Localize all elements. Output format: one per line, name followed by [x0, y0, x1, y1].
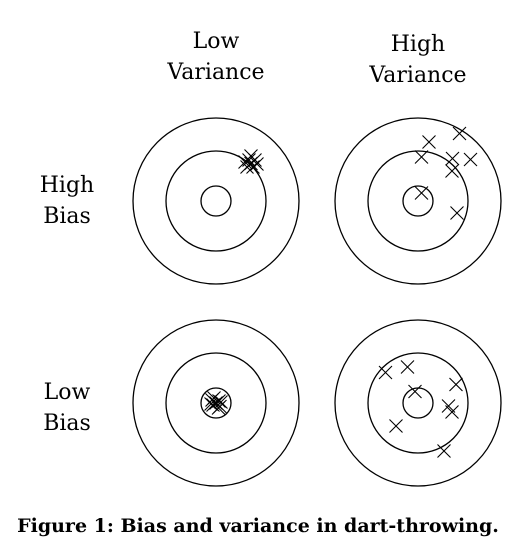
row-label-low-bias-line2: Bias: [43, 411, 91, 436]
dart-mark: [422, 135, 436, 149]
bullseye: [200, 185, 232, 217]
dart-mark: [463, 152, 478, 167]
target-high-bias-low-variance: [132, 117, 300, 285]
bullseye: [200, 387, 232, 419]
column-label-low-variance-line1: Low: [193, 29, 240, 54]
dart-mark: [437, 444, 451, 458]
outer-ring: [334, 319, 502, 487]
outer-ring: [132, 117, 300, 285]
target-low-bias-high-variance: [334, 319, 502, 487]
target-low-bias-low-variance: [132, 319, 300, 487]
dart-mark: [204, 397, 218, 411]
dart-mark: [250, 157, 264, 171]
dart-layer: [238, 149, 264, 174]
dart-mark: [445, 151, 460, 166]
middle-ring: [165, 150, 267, 252]
dart-mark: [246, 160, 260, 174]
dart-layer: [378, 360, 463, 458]
dart-mark: [238, 155, 252, 169]
column-label-low-variance-line2: Variance: [166, 60, 264, 85]
dart-mark: [378, 365, 393, 380]
bullseye: [402, 185, 434, 217]
column-label-high-variance-line2: Variance: [368, 63, 466, 88]
target-high-bias-high-variance: [334, 117, 502, 285]
dart-mark: [414, 150, 429, 164]
row-label-low-bias-line1: Low: [44, 380, 91, 405]
outer-ring: [334, 117, 502, 285]
middle-ring: [165, 352, 267, 454]
dart-mark: [400, 360, 415, 374]
middle-ring: [367, 150, 469, 252]
dart-layer: [204, 391, 228, 415]
column-label-high-variance-line1: High: [391, 32, 445, 57]
dart-mark: [445, 164, 459, 178]
dart-mark: [414, 186, 429, 200]
dart-mark: [240, 160, 254, 174]
dart-mark: [445, 405, 459, 419]
dart-mark: [389, 419, 403, 433]
row-label-high-bias-line2: Bias: [43, 204, 91, 229]
dart-mark: [452, 126, 467, 141]
dart-layer: [414, 126, 478, 220]
dart-mark: [449, 377, 463, 392]
bullseye: [402, 387, 434, 419]
outer-ring: [132, 319, 300, 487]
dart-mark: [441, 399, 456, 413]
row-label-high-bias-line1: High: [40, 173, 94, 198]
middle-ring: [367, 352, 469, 454]
dart-mark: [408, 384, 422, 399]
dart-mark: [450, 206, 464, 220]
figure-caption: Figure 1: Bias and variance in dart-thro…: [17, 515, 499, 537]
